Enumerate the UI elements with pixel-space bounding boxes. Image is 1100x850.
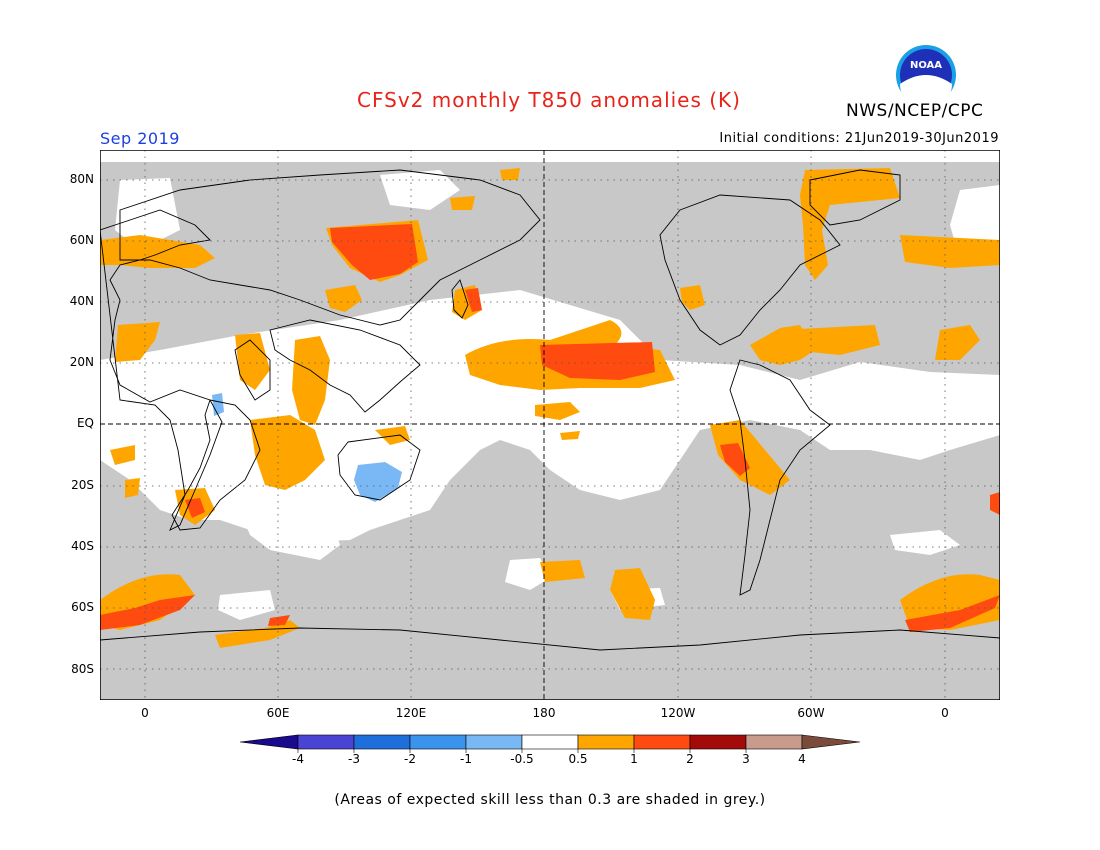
lon-label: 120W	[660, 706, 696, 720]
colorbar-tick-label: -2	[404, 752, 416, 766]
lon-label: 180	[532, 706, 556, 720]
lon-label: 0	[141, 706, 149, 720]
colorbar-swatch	[409, 734, 467, 750]
lat-label: 40S	[71, 539, 94, 553]
colorbar-tick-label: 2	[686, 752, 694, 766]
lat-label: 40N	[69, 294, 94, 308]
colorbar-swatch	[465, 734, 523, 750]
colorbar-tick-label: 3	[742, 752, 750, 766]
colorbar-tick-label: 4	[798, 752, 806, 766]
target-month: Sep 2019	[100, 129, 180, 148]
colorbar-tick-label: -0.5	[510, 752, 534, 766]
lat-label: 80N	[69, 172, 94, 186]
anomaly-minus-1-to-minus-0.5	[212, 393, 402, 502]
colorbar-right-arrow	[801, 734, 861, 750]
footnote: (Areas of expected skill less than 0.3 a…	[334, 792, 766, 808]
coastlines	[100, 169, 1000, 651]
colorbar	[240, 734, 861, 753]
colorbar-boxes	[240, 734, 861, 753]
initial-conditions: Initial conditions: 21Jun2019-30Jun2019	[719, 131, 999, 146]
graticule	[100, 150, 1000, 700]
colorbar-swatch	[353, 734, 411, 750]
colorbar-tick-label: 1	[630, 752, 638, 766]
lon-label: 60E	[266, 706, 290, 720]
colorbar-tick-label: -3	[348, 752, 360, 766]
colorbar-tick-label: 0.5	[568, 752, 588, 766]
lat-label: 60S	[71, 600, 94, 614]
anomaly-map	[100, 150, 1000, 700]
colorbar-swatch	[689, 734, 747, 750]
colorbar-left-arrow	[240, 734, 299, 750]
noaa-logo-text: NOAA	[910, 60, 942, 71]
colorbar-tick-label: -1	[460, 752, 472, 766]
colorbar-tick-label: -4	[292, 752, 304, 766]
colorbar-swatch	[521, 734, 579, 750]
chart-title: CFSv2 monthly T850 anomalies (K)	[357, 88, 741, 112]
lat-label: EQ	[76, 416, 94, 430]
colorbar-swatch	[577, 734, 635, 750]
colorbar-swatch	[745, 734, 803, 750]
organization-label: NWS/NCEP/CPC	[846, 101, 984, 121]
reference-lines	[100, 150, 1000, 700]
map-canvas	[100, 150, 1000, 700]
lat-label: 80S	[71, 662, 94, 676]
lat-label: 60N	[69, 233, 94, 247]
lat-label: 20S	[71, 478, 94, 492]
colorbar-swatch	[633, 734, 691, 750]
lon-label: 120E	[395, 706, 427, 720]
colorbar-swatch	[297, 734, 355, 750]
noaa-logo: NOAA	[896, 45, 956, 106]
lat-label: 20N	[69, 355, 94, 369]
anomaly-1-to-2	[100, 224, 1000, 632]
lon-label: 0	[941, 706, 949, 720]
lon-label: 60W	[797, 706, 825, 720]
